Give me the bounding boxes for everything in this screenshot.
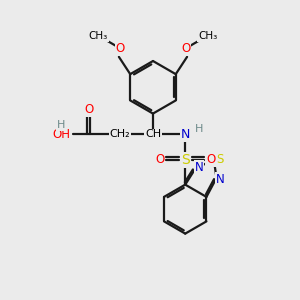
Text: CH: CH: [145, 130, 161, 140]
Text: CH₂: CH₂: [110, 130, 130, 140]
Text: O: O: [155, 153, 164, 167]
Text: O: O: [84, 103, 93, 116]
Text: S: S: [217, 153, 224, 166]
Text: O: O: [181, 42, 190, 55]
Text: N: N: [216, 173, 224, 186]
Text: S: S: [181, 153, 190, 167]
Text: H: H: [57, 120, 65, 130]
Text: OH: OH: [53, 128, 71, 141]
Text: O: O: [116, 42, 125, 55]
Text: H: H: [195, 124, 203, 134]
Text: CH₃: CH₃: [89, 31, 108, 41]
Text: O: O: [206, 153, 215, 167]
Text: CH₃: CH₃: [198, 31, 217, 41]
Text: N: N: [181, 128, 190, 141]
Text: N: N: [194, 161, 203, 174]
